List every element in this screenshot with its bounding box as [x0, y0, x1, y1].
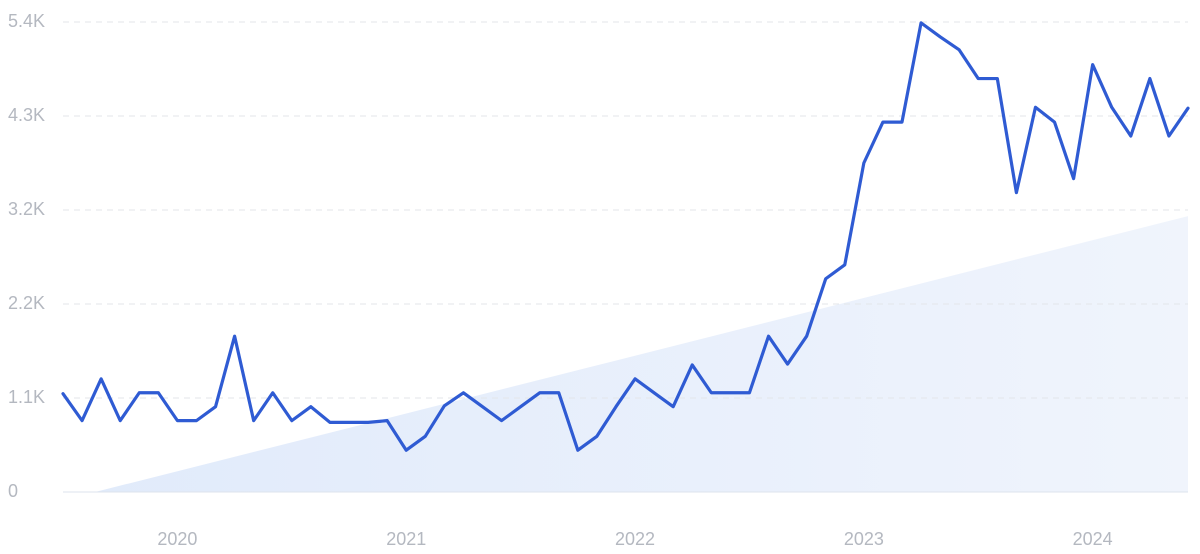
x-tick-label: 2021 — [386, 529, 426, 549]
y-tick-label: 2.2K — [8, 293, 45, 313]
trend-area — [63, 216, 1188, 492]
y-tick-label: 4.3K — [8, 105, 45, 125]
x-tick-label: 2024 — [1073, 529, 1113, 549]
x-tick-label: 2022 — [615, 529, 655, 549]
x-tick-label: 2023 — [844, 529, 884, 549]
trend-group — [63, 216, 1188, 492]
y-tick-label: 5.4K — [8, 11, 45, 31]
y-tick-label: 1.1K — [8, 387, 45, 407]
x-tick-label: 2020 — [157, 529, 197, 549]
y-tick-label: 3.2K — [8, 199, 45, 219]
line — [61, 21, 1190, 452]
y-tick-label: 0 — [8, 481, 18, 501]
